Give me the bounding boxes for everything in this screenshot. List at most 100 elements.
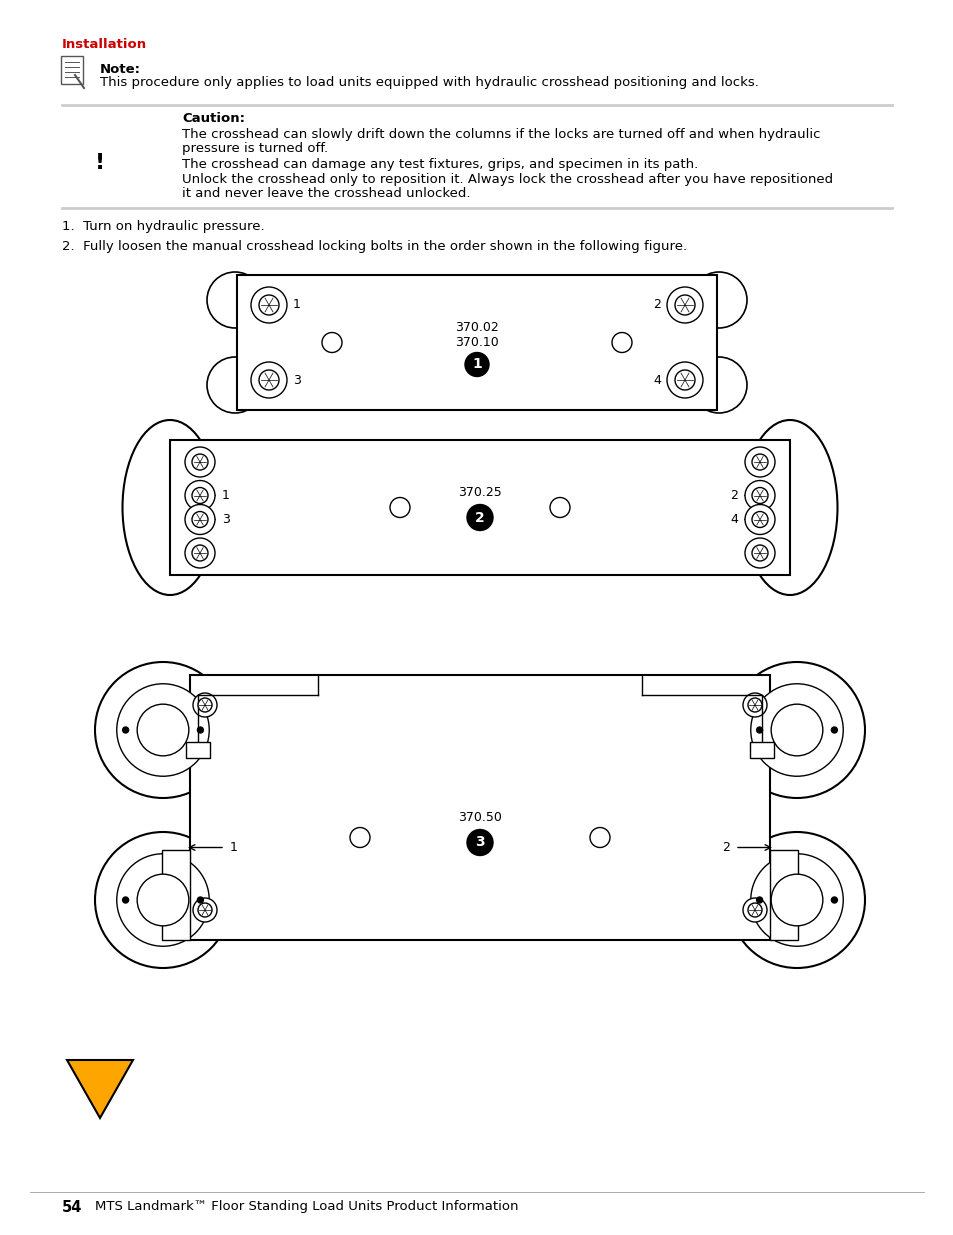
Circle shape [322,332,341,352]
Circle shape [192,545,208,561]
Circle shape [185,538,214,568]
Circle shape [95,832,231,968]
Text: Caution:: Caution: [182,112,245,125]
Circle shape [666,287,702,324]
Ellipse shape [122,420,217,595]
Text: 4: 4 [729,513,738,526]
Circle shape [192,488,208,504]
Circle shape [207,357,263,412]
Ellipse shape [741,420,837,595]
Circle shape [830,727,837,734]
Circle shape [690,357,746,412]
FancyBboxPatch shape [162,850,190,940]
Text: 2.  Fully loosen the manual crosshead locking bolts in the order shown in the fo: 2. Fully loosen the manual crosshead loc… [62,240,686,253]
Circle shape [95,662,231,798]
Circle shape [742,898,766,923]
Circle shape [751,454,767,471]
Circle shape [207,272,263,329]
Circle shape [185,447,214,477]
Text: 2: 2 [653,299,660,311]
Circle shape [258,370,278,390]
Text: Note:: Note: [100,63,141,77]
Circle shape [751,545,767,561]
Circle shape [390,498,410,517]
Circle shape [467,830,493,856]
Circle shape [751,511,767,527]
Text: The crosshead can damage any test fixtures, grips, and specimen in its path.: The crosshead can damage any test fixtur… [182,158,698,170]
Circle shape [198,698,212,713]
Circle shape [198,903,212,918]
Circle shape [751,488,767,504]
Circle shape [744,538,774,568]
Circle shape [137,874,189,926]
Circle shape [123,727,129,734]
FancyBboxPatch shape [769,850,797,940]
Text: 370.25: 370.25 [457,487,501,499]
Circle shape [612,332,631,352]
Text: 1: 1 [472,357,481,372]
Text: 1: 1 [293,299,300,311]
Circle shape [830,897,837,903]
Circle shape [550,498,569,517]
Text: 3: 3 [222,513,230,526]
Circle shape [123,897,129,903]
Circle shape [193,693,216,718]
Circle shape [197,897,203,903]
Circle shape [589,827,609,847]
Text: it and never leave the crosshead unlocked.: it and never leave the crosshead unlocke… [182,186,470,200]
Circle shape [467,505,493,531]
Circle shape [744,447,774,477]
Circle shape [770,874,822,926]
FancyBboxPatch shape [61,56,83,84]
Text: 54: 54 [62,1200,82,1215]
Text: 370.10: 370.10 [455,336,498,350]
Polygon shape [67,1060,132,1118]
Text: 1.  Turn on hydraulic pressure.: 1. Turn on hydraulic pressure. [62,220,264,233]
Circle shape [197,727,203,734]
Circle shape [192,511,208,527]
Circle shape [193,898,216,923]
Text: 2: 2 [721,841,729,853]
Text: pressure is turned off.: pressure is turned off. [182,142,328,156]
Text: This procedure only applies to load units equipped with hydraulic crosshead posi: This procedure only applies to load unit… [100,77,758,89]
Circle shape [185,480,214,510]
Circle shape [464,352,489,377]
Circle shape [251,287,287,324]
Circle shape [185,505,214,535]
Text: 1: 1 [222,489,230,501]
Circle shape [258,295,278,315]
Circle shape [251,362,287,398]
Circle shape [116,853,209,946]
Circle shape [350,827,370,847]
FancyBboxPatch shape [190,676,769,940]
Circle shape [744,505,774,535]
Text: Installation: Installation [62,38,147,51]
Circle shape [675,370,695,390]
Circle shape [666,362,702,398]
Circle shape [747,903,761,918]
Text: 2: 2 [729,489,738,501]
Circle shape [742,693,766,718]
Text: 2: 2 [475,510,484,525]
Circle shape [756,727,761,734]
Circle shape [756,897,761,903]
Text: !: ! [95,153,105,173]
Text: 3: 3 [475,836,484,850]
Text: The crosshead can slowly drift down the columns if the locks are turned off and : The crosshead can slowly drift down the … [182,128,820,141]
Circle shape [747,698,761,713]
Text: MTS Landmark™ Floor Standing Load Units Product Information: MTS Landmark™ Floor Standing Load Units … [95,1200,518,1213]
FancyBboxPatch shape [186,742,210,758]
Text: 1: 1 [230,841,237,853]
FancyBboxPatch shape [749,742,773,758]
Circle shape [770,704,822,756]
Text: 4: 4 [653,373,660,387]
FancyBboxPatch shape [170,440,789,576]
FancyBboxPatch shape [236,275,717,410]
Text: 370.50: 370.50 [457,811,501,824]
Circle shape [750,684,842,777]
Circle shape [750,853,842,946]
Circle shape [690,272,746,329]
Text: 3: 3 [293,373,300,387]
Circle shape [675,295,695,315]
Circle shape [137,704,189,756]
